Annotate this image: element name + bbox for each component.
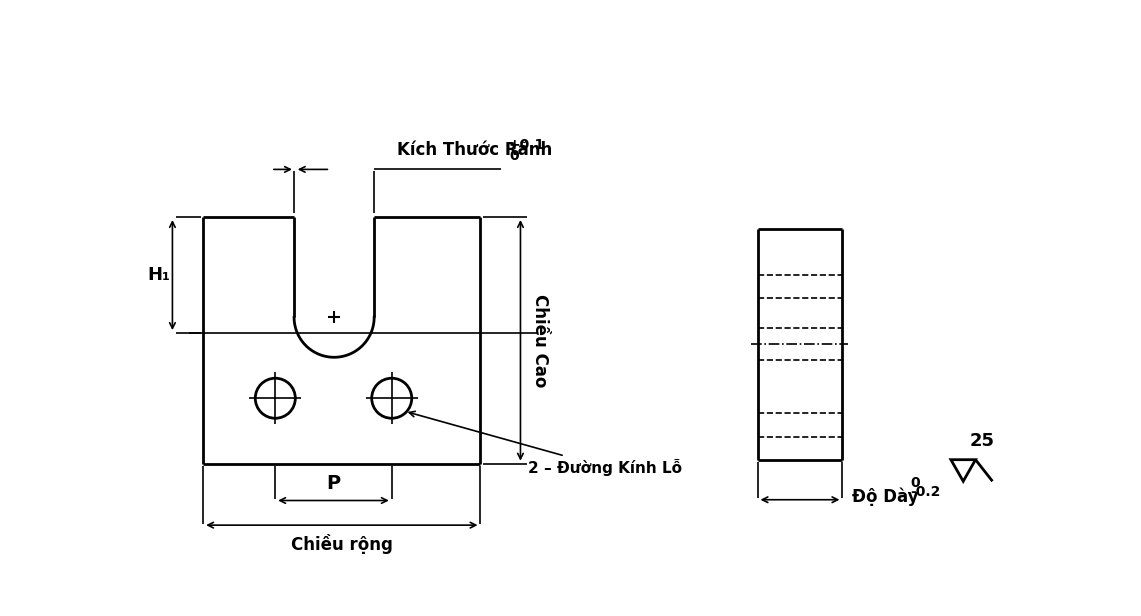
Text: +0.1: +0.1	[509, 139, 545, 152]
Text: 0: 0	[911, 476, 920, 490]
Text: 0: 0	[509, 149, 518, 163]
Text: H₁: H₁	[147, 266, 170, 284]
Text: Chiều Cao: Chiều Cao	[532, 294, 549, 387]
Text: Chiều rộng: Chiều rộng	[291, 534, 393, 554]
Text: -0.2: -0.2	[911, 485, 940, 499]
Text: 2 – Đường Kính Lỗ: 2 – Đường Kính Lỗ	[410, 411, 682, 476]
Text: Kích Thước Rãnh: Kích Thước Rãnh	[397, 140, 552, 158]
Text: 25: 25	[970, 432, 994, 450]
Text: P: P	[326, 474, 340, 493]
Text: Độ Dày: Độ Dày	[851, 487, 919, 506]
